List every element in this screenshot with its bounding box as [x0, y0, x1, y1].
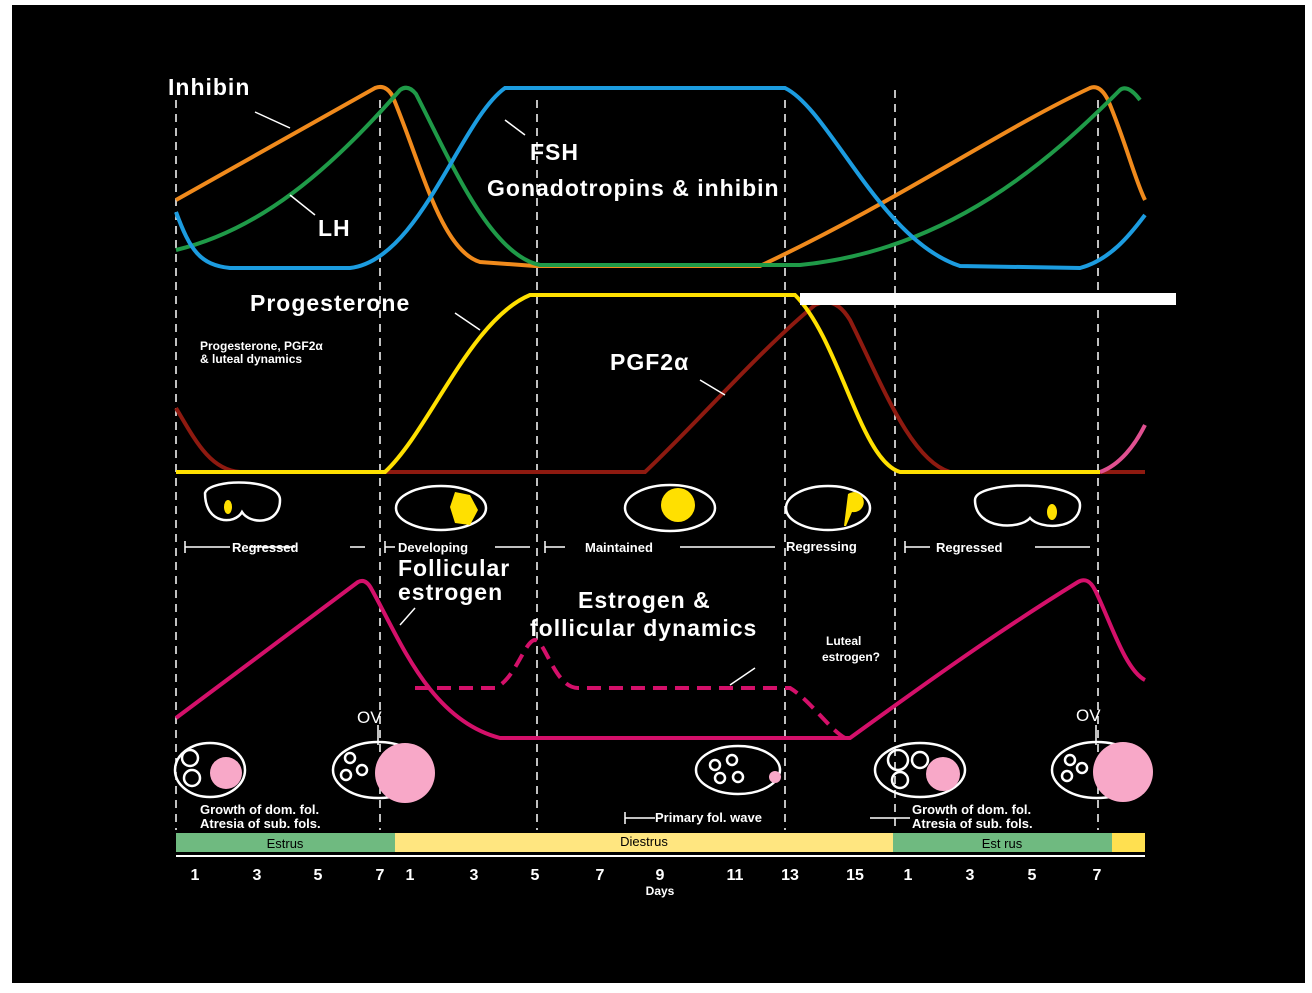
- diagram: Inhibin FSH Gonadotropins & inhibin LH P…: [0, 0, 1312, 988]
- ovulation: OV: [357, 708, 382, 727]
- days-label: Days: [646, 884, 675, 898]
- label: Progesterone: [250, 290, 410, 316]
- label: Luteal: [826, 634, 861, 648]
- day-label: 5: [531, 867, 540, 884]
- day-label: 13: [781, 867, 799, 884]
- day-label: 5: [1028, 867, 1037, 884]
- label: estrogen: [398, 579, 503, 605]
- day-label: 3: [966, 867, 975, 884]
- label: estrogen?: [822, 650, 880, 664]
- day-label: 7: [1093, 867, 1102, 884]
- label: Estrogen &: [578, 587, 711, 613]
- phase: Estrus: [267, 836, 304, 851]
- label: follicular dynamics: [530, 615, 757, 641]
- day-label: 9: [656, 867, 665, 884]
- note: Growth of dom. fol.: [912, 802, 1031, 817]
- note: Atresia of sub. fols.: [200, 816, 321, 831]
- label: Inhibin: [168, 74, 250, 100]
- day-label: 1: [406, 867, 415, 884]
- stage: Developing: [398, 540, 468, 555]
- day-label: 1: [191, 867, 200, 884]
- day-label: 1: [904, 867, 913, 884]
- label: Follicular: [398, 555, 510, 581]
- stage: Regressed: [936, 540, 1003, 555]
- label: Progesterone, PGF2α: [200, 339, 323, 353]
- label: LH: [318, 215, 351, 241]
- label: & luteal dynamics: [200, 352, 302, 366]
- day-label: 7: [596, 867, 605, 884]
- label: Gonadotropins & inhibin: [487, 175, 780, 201]
- stage: Regressed: [232, 540, 299, 555]
- note: Atresia of sub. fols.: [912, 816, 1033, 831]
- ovulation: OV: [1076, 706, 1101, 725]
- day-label: 7: [376, 867, 385, 884]
- day-label: 5: [314, 867, 323, 884]
- label: PGF2α: [610, 349, 689, 375]
- day-label: 3: [470, 867, 479, 884]
- day-label: 11: [727, 867, 744, 884]
- phase: Est rus: [982, 836, 1023, 851]
- stage: Regressing: [786, 539, 857, 554]
- note: Growth of dom. fol.: [200, 802, 319, 817]
- day-label: 15: [846, 867, 864, 884]
- stage: Maintained: [585, 540, 653, 555]
- note: Primary fol. wave: [655, 810, 762, 825]
- phase: Diestrus: [620, 834, 668, 849]
- day-label: 3: [253, 867, 262, 884]
- label: FSH: [530, 139, 579, 165]
